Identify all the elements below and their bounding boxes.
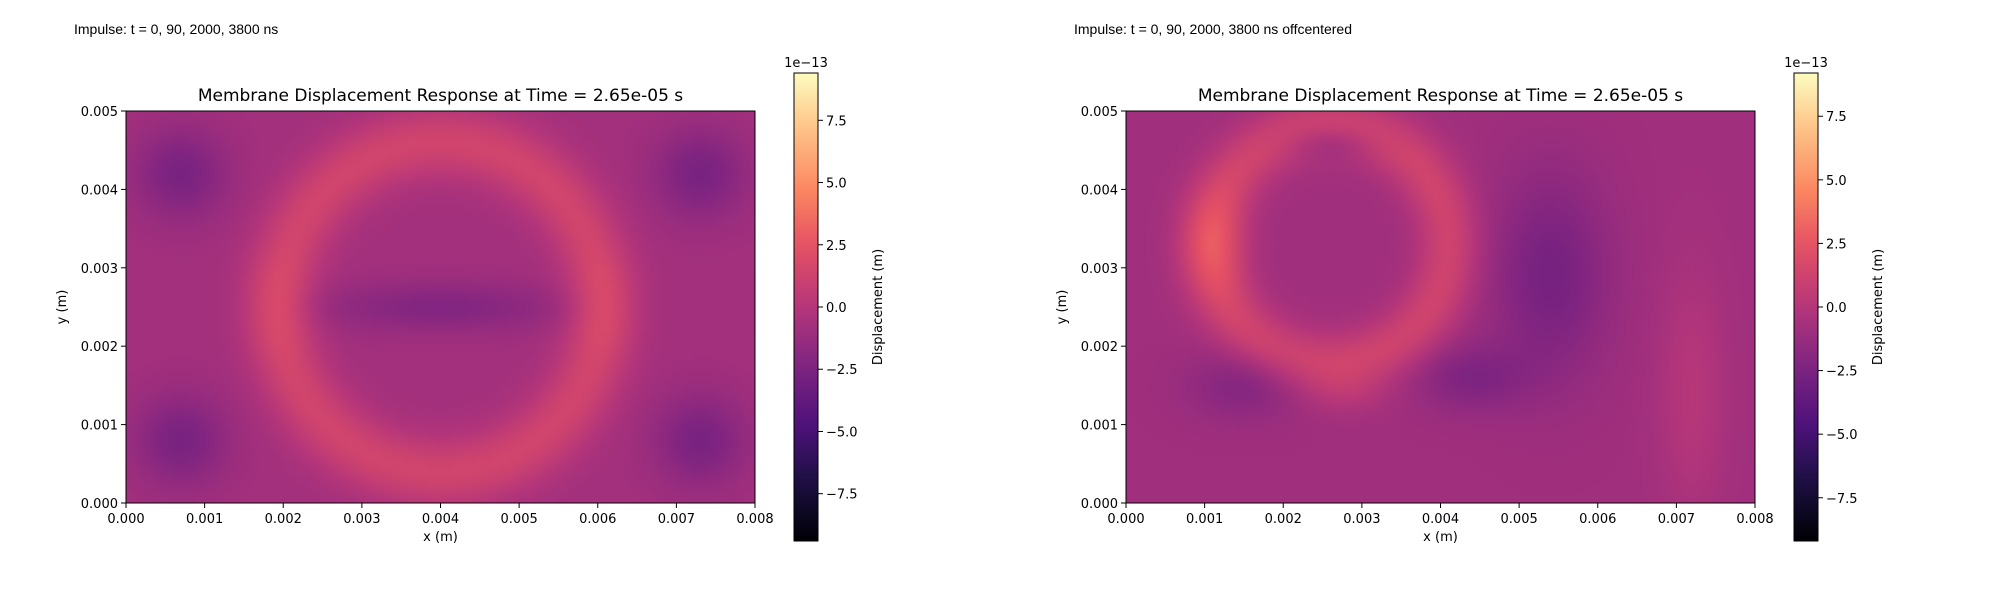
y-tick-label: 0.003	[1081, 262, 1118, 277]
y-tick-label: 0.002	[1081, 340, 1118, 355]
y-tick-label: 0.002	[81, 340, 118, 355]
colorbar-tick-label: −2.5	[1826, 365, 1858, 380]
x-tick-label: 0.001	[1186, 512, 1223, 527]
y-tick-label: 0.003	[81, 262, 118, 277]
x-tick-label: 0.008	[736, 512, 773, 527]
x-tick-label: 0.005	[501, 512, 538, 527]
colorbar-offset-label: 1e−13	[784, 56, 828, 71]
colorbar-tick-label: −7.5	[826, 488, 858, 503]
x-tick-label: 0.002	[265, 512, 302, 527]
x-tick-label: 0.006	[579, 512, 616, 527]
heatmap-chart-left: Membrane Displacement Response at Time =…	[55, 56, 886, 545]
heatmap-image	[126, 111, 755, 503]
colorbar-tick-label: 0.0	[826, 301, 847, 316]
colorbar-tick-label: 5.0	[826, 177, 847, 192]
colorbar-tick-label: −5.0	[826, 425, 858, 440]
y-axis-label: y (m)	[55, 290, 70, 325]
left-panel: Impulse: t = 0, 90, 2000, 3800 ns Membra…	[0, 0, 1000, 600]
y-tick-label: 0.000	[1081, 497, 1118, 512]
x-axis-label: x (m)	[423, 530, 458, 545]
y-tick-label: 0.005	[1081, 105, 1118, 120]
y-tick-label: 0.000	[81, 497, 118, 512]
colorbar-tick-label: 0.0	[1826, 301, 1847, 316]
x-tick-label: 0.007	[1658, 512, 1695, 527]
y-tick-label: 0.001	[81, 419, 118, 434]
x-tick-label: 0.001	[186, 512, 223, 527]
x-tick-label: 0.003	[1343, 512, 1380, 527]
colorbar-tick-label: 2.5	[1826, 237, 1847, 252]
y-axis-label: y (m)	[1055, 290, 1070, 325]
colorbar-tick-label: 7.5	[826, 114, 847, 129]
colorbar-tick-label: −7.5	[1826, 492, 1858, 507]
x-tick-label: 0.004	[422, 512, 459, 527]
x-tick-label: 0.008	[1736, 512, 1773, 527]
x-tick-label: 0.007	[658, 512, 695, 527]
colorbar-offset-label: 1e−13	[1784, 56, 1828, 71]
colorbar-label: Displacement (m)	[871, 249, 886, 365]
chart-title: Membrane Displacement Response at Time =…	[1198, 86, 1683, 106]
colorbar-tick-label: 2.5	[826, 239, 847, 254]
colorbar-tick-label: −2.5	[826, 363, 858, 378]
x-tick-label: 0.000	[1107, 512, 1144, 527]
heatmap-chart-right: Membrane Displacement Response at Time =…	[1055, 56, 1886, 545]
chart-title: Membrane Displacement Response at Time =…	[198, 86, 683, 106]
y-tick-label: 0.001	[1081, 419, 1118, 434]
x-tick-label: 0.006	[1579, 512, 1616, 527]
x-tick-label: 0.003	[343, 512, 380, 527]
y-tick-label: 0.004	[81, 183, 118, 198]
x-axis-label: x (m)	[1423, 530, 1458, 545]
y-tick-label: 0.004	[1081, 183, 1118, 198]
colorbar	[1793, 72, 1819, 542]
figure-caption-left: Impulse: t = 0, 90, 2000, 3800 ns	[74, 21, 279, 37]
colorbar	[793, 72, 819, 542]
colorbar-tick-label: −5.0	[1826, 428, 1858, 443]
x-tick-label: 0.005	[1501, 512, 1538, 527]
right-panel: Impulse: t = 0, 90, 2000, 3800 ns offcen…	[1000, 0, 2000, 600]
colorbar-tick-label: 7.5	[1826, 110, 1847, 125]
figure-caption-right: Impulse: t = 0, 90, 2000, 3800 ns offcen…	[1074, 21, 1352, 37]
x-tick-label: 0.000	[107, 512, 144, 527]
heatmap-image	[1126, 111, 1755, 503]
colorbar-label: Displacement (m)	[1871, 249, 1886, 365]
x-tick-label: 0.004	[1422, 512, 1459, 527]
y-tick-label: 0.005	[81, 105, 118, 120]
x-tick-label: 0.002	[1265, 512, 1302, 527]
colorbar-tick-label: 5.0	[1826, 174, 1847, 189]
